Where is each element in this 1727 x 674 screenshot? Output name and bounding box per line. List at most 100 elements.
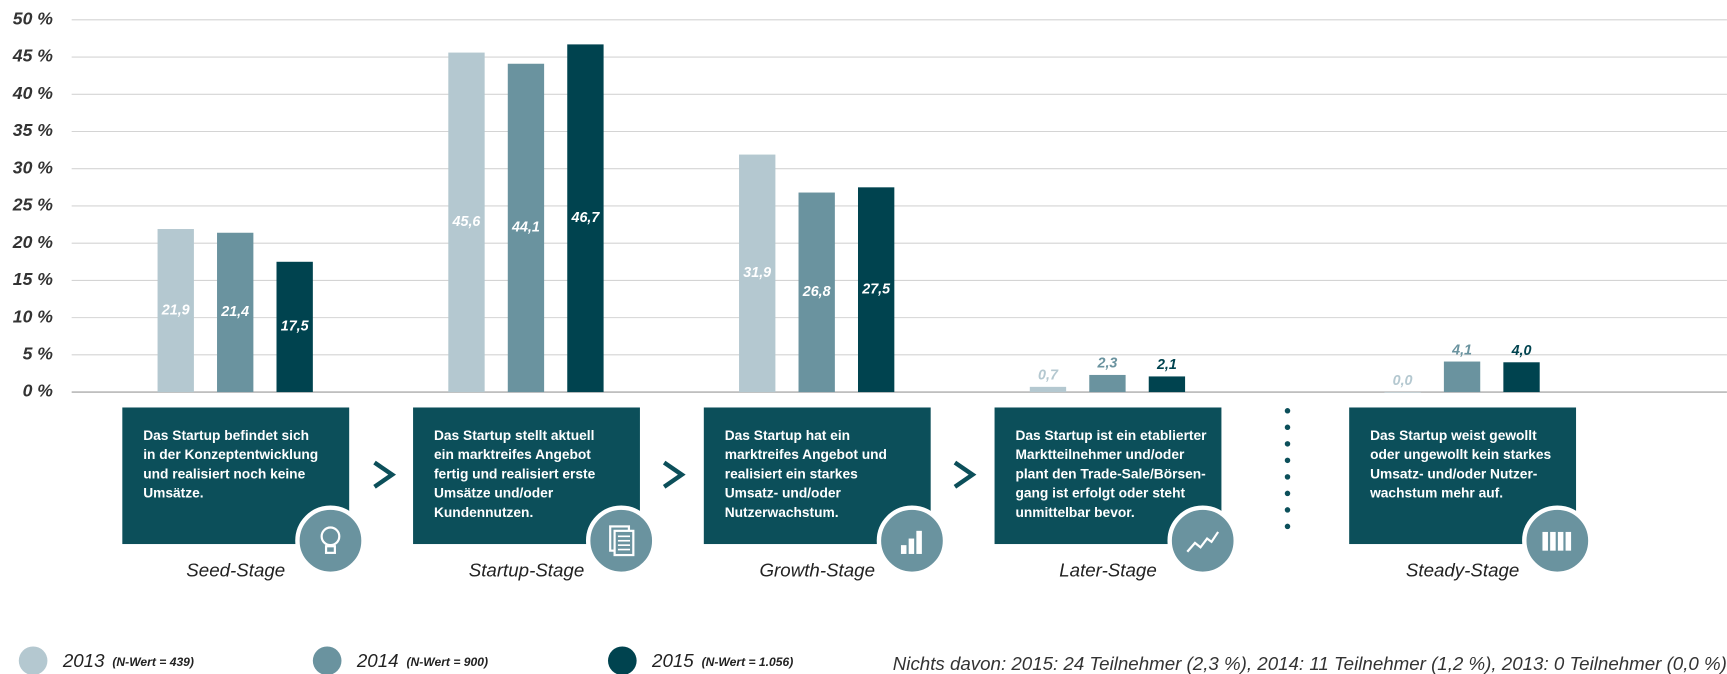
stage-icon — [295, 505, 366, 576]
legend-note: (N-Wert = 900) — [406, 655, 488, 669]
dot — [1284, 441, 1291, 447]
x-tick-label: Startup-Stage — [469, 560, 585, 581]
value-label: 27,5 — [861, 281, 891, 297]
dot — [1284, 424, 1291, 431]
x-tick-label: Growth-Stage — [760, 560, 875, 581]
stage-description: Das Startup weist gewollt — [1370, 428, 1537, 443]
y-tick-label: 20 % — [12, 232, 53, 252]
separators — [373, 460, 977, 489]
stage-description: Das Startup stellt aktuell — [434, 428, 594, 443]
dot — [1284, 507, 1291, 513]
chevron — [662, 460, 686, 489]
stage-description: in der Konzeptentwicklung — [143, 447, 318, 462]
bar — [1029, 386, 1067, 393]
y-tick-label: 50 % — [13, 8, 53, 28]
y-tick-label: 30 % — [13, 157, 53, 177]
icon-bar — [1550, 531, 1556, 551]
stage-description: unmittelbar bevor. — [1015, 505, 1134, 520]
legend-swatch — [608, 646, 637, 674]
icon-circle — [1522, 505, 1593, 576]
value-label: 0,0 — [1393, 373, 1413, 389]
y-tick-label: 25 % — [12, 195, 53, 215]
icon-doc — [613, 529, 635, 557]
value-label: 21,9 — [161, 302, 190, 318]
value-label: 2,3 — [1097, 356, 1118, 372]
bar — [217, 232, 254, 393]
stage-icon — [585, 505, 657, 576]
dot — [1284, 457, 1291, 464]
stage-description: Umsätze und/oder — [434, 486, 554, 501]
bar — [157, 229, 194, 393]
bar — [739, 154, 776, 393]
stage-description: ein marktreifes Angebot — [434, 447, 591, 462]
dots — [1284, 408, 1291, 530]
value-label: 0,7 — [1038, 368, 1059, 384]
icon-bar — [1557, 531, 1564, 551]
legend-note: (N-Wert = 1.056) — [702, 655, 794, 669]
bar — [276, 261, 313, 393]
bar — [857, 187, 895, 393]
bar — [1089, 374, 1126, 393]
icon-bulb-base — [324, 545, 336, 554]
x-tick-label: Later-Stage — [1059, 560, 1156, 581]
value-label: 2,1 — [1156, 357, 1177, 373]
stage-description: Kundennutzen. — [434, 505, 533, 520]
value-label: 31,9 — [743, 265, 771, 281]
stage-description: fertig und realisiert erste — [434, 466, 596, 481]
stage-description: Das Startup ist ein etablierter — [1015, 428, 1207, 443]
stage-description: Marktteilnehmer und/oder — [1015, 447, 1184, 462]
value-label: 45,6 — [452, 214, 482, 230]
stage-description: gang ist erfolgt oder steht — [1015, 486, 1185, 501]
bar — [1443, 361, 1481, 393]
value-label: 21,4 — [220, 304, 249, 320]
chevron — [373, 460, 397, 489]
icon-circle — [1167, 505, 1238, 576]
stage-icon — [1522, 505, 1593, 576]
dot — [1284, 490, 1291, 497]
icon-circle — [295, 505, 366, 576]
icon-bulb — [320, 526, 341, 547]
value-label: 17,5 — [281, 319, 310, 335]
icon-bar — [908, 538, 915, 554]
icon-trend — [1186, 531, 1220, 553]
dot — [1284, 474, 1291, 480]
stage-description: oder ungewollt kein starkes — [1370, 447, 1551, 462]
icon-bar — [1565, 531, 1572, 551]
stage-description: realisiert ein starkes — [725, 466, 858, 481]
y-tick-label: 40 % — [12, 83, 53, 103]
x-tick-label: Steady-Stage — [1406, 560, 1519, 581]
dot — [1284, 523, 1291, 530]
bar — [1503, 362, 1540, 393]
bar — [1148, 376, 1186, 393]
stage-description: Das Startup befindet sich — [143, 428, 309, 443]
value-label: 44,1 — [511, 220, 540, 236]
stage-description: plant den Trade-Sale/Börsen- — [1015, 466, 1206, 481]
dot — [1284, 408, 1291, 414]
stage-description: Umsätze. — [143, 486, 203, 501]
legend-note: (N-Wert = 439) — [112, 655, 194, 669]
bar — [798, 192, 835, 393]
bar — [1384, 392, 1421, 393]
stage-description: Nutzerwachstum. — [725, 505, 839, 520]
stage-description: Das Startup hat ein — [725, 428, 850, 443]
legend-label: 2014 — [356, 650, 399, 671]
chevron — [953, 460, 977, 489]
stage-description: Umsatz- und/oder Nutzer- — [1370, 466, 1538, 481]
bar — [448, 52, 485, 393]
value-label: 4,1 — [1451, 342, 1472, 358]
stage-description: Umsatz- und/oder — [725, 486, 842, 501]
value-label: 4,0 — [1511, 343, 1532, 359]
y-tick-label: 15 % — [13, 269, 53, 289]
y-tick-label: 45 % — [12, 46, 53, 66]
x-tick-label: Seed-Stage — [186, 560, 285, 581]
icon-bar — [900, 545, 907, 554]
value-label: 26,8 — [802, 284, 831, 300]
stage-icon — [1167, 505, 1238, 576]
legend-swatch — [18, 646, 48, 674]
y-tick-label: 10 % — [13, 306, 53, 326]
y-tick-label: 5 % — [23, 343, 54, 363]
stage-description: marktreifes Angebot und — [725, 447, 887, 462]
y-tick-label: 0 % — [23, 381, 54, 401]
y-tick-label: 35 % — [13, 120, 53, 140]
